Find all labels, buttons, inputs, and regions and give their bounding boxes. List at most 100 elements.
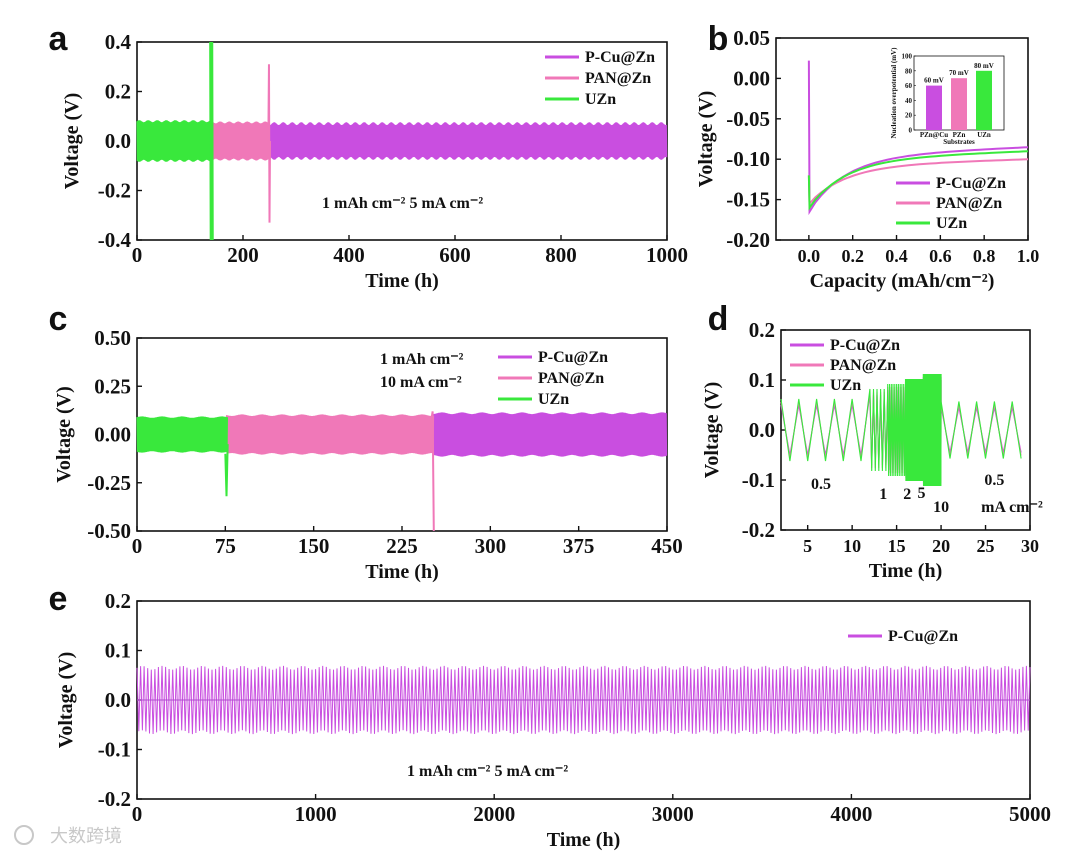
- legend-label: P-Cu@Zn: [888, 628, 958, 645]
- x-tick-label: 375: [563, 534, 595, 558]
- legend-label: PAN@Zn: [538, 370, 604, 387]
- x-tick-label: 1000: [295, 802, 337, 826]
- rate-label: 1: [879, 486, 887, 503]
- y-axis-label: Voltage (V): [53, 386, 75, 482]
- inset-bar: [976, 70, 992, 130]
- series-line-pan-zn: [807, 158, 1029, 207]
- y-tick-label: 0.2: [105, 589, 131, 613]
- x-tick-label: 0.0: [798, 246, 821, 266]
- series-spike-uzn: [209, 41, 214, 241]
- x-tick-label: 450: [651, 534, 683, 558]
- panel-letter: d: [708, 300, 729, 338]
- legend-label: UZn: [538, 391, 569, 408]
- x-tick-label: 600: [439, 243, 471, 267]
- panel-letter: e: [49, 580, 68, 618]
- y-tick-label: 0.25: [94, 374, 131, 398]
- condition-annotation: 1 mAh cm⁻² 5 mA cm⁻²: [407, 763, 568, 780]
- y-tick-label: -0.2: [98, 179, 131, 203]
- inset-category-label: UZn: [977, 131, 991, 139]
- x-axis-label: Time (h): [365, 561, 439, 583]
- y-axis-label: Voltage (V): [695, 91, 717, 187]
- x-axis-label: Time (h): [547, 829, 621, 851]
- y-tick-label: 0.05: [733, 26, 770, 50]
- x-tick-label: 1.0: [1017, 246, 1040, 266]
- legend-label: P-Cu@Zn: [538, 349, 608, 366]
- x-tick-label: 200: [227, 243, 259, 267]
- inset-bar-label: 60 mV: [924, 77, 944, 85]
- y-tick-label: 0.2: [749, 318, 775, 342]
- inset-category-label: PZn: [953, 131, 966, 139]
- x-tick-label: 150: [298, 534, 330, 558]
- series-line-uzn: [136, 120, 213, 162]
- series-line-uzn: [136, 416, 228, 453]
- y-tick-label: 0.1: [749, 368, 775, 392]
- inset-bar-chart: 100 80 60 40 20 0 60 mV PZn@Cu 70 mV PZn 80 mV UZnS…: [890, 47, 1005, 146]
- x-tick-label: 5000: [1009, 802, 1051, 826]
- y-tick-label: -0.4: [98, 228, 132, 252]
- series-line-uzn: [807, 150, 1029, 211]
- legend-label: PAN@Zn: [830, 357, 896, 374]
- panel-c: c 0 75 150 225 300 375 450 0.50 0.25 0.00 -0.25 -0.5…: [49, 300, 683, 583]
- inset-bar-label: 70 mV: [949, 69, 969, 77]
- panel-letter: a: [49, 20, 69, 58]
- rate-label: 10: [933, 499, 949, 516]
- watermark: 大数跨境: [14, 825, 122, 847]
- watermark-logo-icon: [14, 825, 34, 845]
- watermark-text: 大数跨境: [50, 826, 122, 847]
- x-tick-label: 2000: [473, 802, 515, 826]
- series-spike-pan-zn: [430, 411, 435, 532]
- series-line-p-cu-zn: [136, 665, 1031, 735]
- inset-x-axis-label: Substrates: [943, 138, 975, 146]
- legend-label: P-Cu@Zn: [585, 49, 655, 66]
- rate-label: 0.5: [984, 472, 1004, 489]
- y-tick-label: 0.00: [94, 423, 131, 447]
- series-spike-uzn: [224, 444, 229, 497]
- condition-annotation: 1 mAh cm⁻² 5 mA cm⁻²: [322, 195, 483, 212]
- rate-label: 0.5: [811, 476, 831, 493]
- y-tick-label: -0.20: [726, 228, 770, 252]
- rate-label: 5: [918, 485, 926, 502]
- legend-label: PAN@Zn: [936, 195, 1002, 212]
- inset-y-tick-label: 40: [905, 97, 913, 105]
- series-spike-pan-zn: [267, 64, 272, 223]
- x-tick-label: 3000: [652, 802, 694, 826]
- y-tick-label: 0.0: [105, 688, 131, 712]
- y-tick-label: -0.2: [98, 787, 131, 811]
- inset-bar: [951, 78, 967, 130]
- x-tick-label: 0.2: [841, 246, 864, 266]
- panel-letter: c: [49, 300, 68, 338]
- legend-label: P-Cu@Zn: [936, 175, 1006, 192]
- y-axis-label: Voltage (V): [55, 652, 77, 748]
- y-tick-label: 0.4: [105, 30, 132, 54]
- x-tick-label: 0.8: [973, 246, 996, 266]
- y-tick-label: -0.10: [726, 147, 770, 171]
- x-tick-label: 5: [803, 536, 812, 556]
- x-tick-label: 225: [386, 534, 418, 558]
- x-tick-label: 400: [333, 243, 365, 267]
- y-tick-label: 0.0: [105, 129, 131, 153]
- x-axis-label: Capacity (mAh/cm⁻²): [810, 270, 995, 292]
- series-line-uzn: [780, 373, 1022, 487]
- panel-letter: b: [708, 20, 729, 58]
- x-axis-label: Time (h): [869, 560, 943, 582]
- y-axis-label: Voltage (V): [701, 382, 723, 478]
- x-tick-label: 20: [932, 536, 950, 556]
- inset-y-tick-label: 0: [909, 127, 913, 135]
- y-tick-label: 0.0: [749, 418, 775, 442]
- legend-label: UZn: [830, 377, 861, 394]
- series-line-p-cu-zn: [269, 122, 668, 160]
- series-line-pan-zn: [210, 121, 270, 161]
- rate-label: 2: [903, 486, 911, 503]
- x-tick-label: 0: [132, 243, 143, 267]
- y-axis-label: Voltage (V): [61, 93, 83, 189]
- inset-y-tick-label: 60: [905, 82, 913, 90]
- y-tick-label: -0.05: [726, 107, 770, 131]
- panel-a: a 0 200 400 600 800 1000 0.4 0.2 0.0 -0.2 -0.4 Time …: [49, 20, 688, 292]
- y-tick-label: 0.1: [105, 639, 131, 663]
- y-tick-label: -0.15: [726, 188, 770, 212]
- inset-bar-label: 80 mV: [974, 62, 994, 70]
- y-tick-label: -0.1: [742, 468, 775, 492]
- y-tick-label: 0.2: [105, 80, 131, 104]
- panel-e: e 0 1000 2000 3000 4000 5000 0.2 0.1 0.0 -0.1 -0.2 T…: [49, 580, 1051, 851]
